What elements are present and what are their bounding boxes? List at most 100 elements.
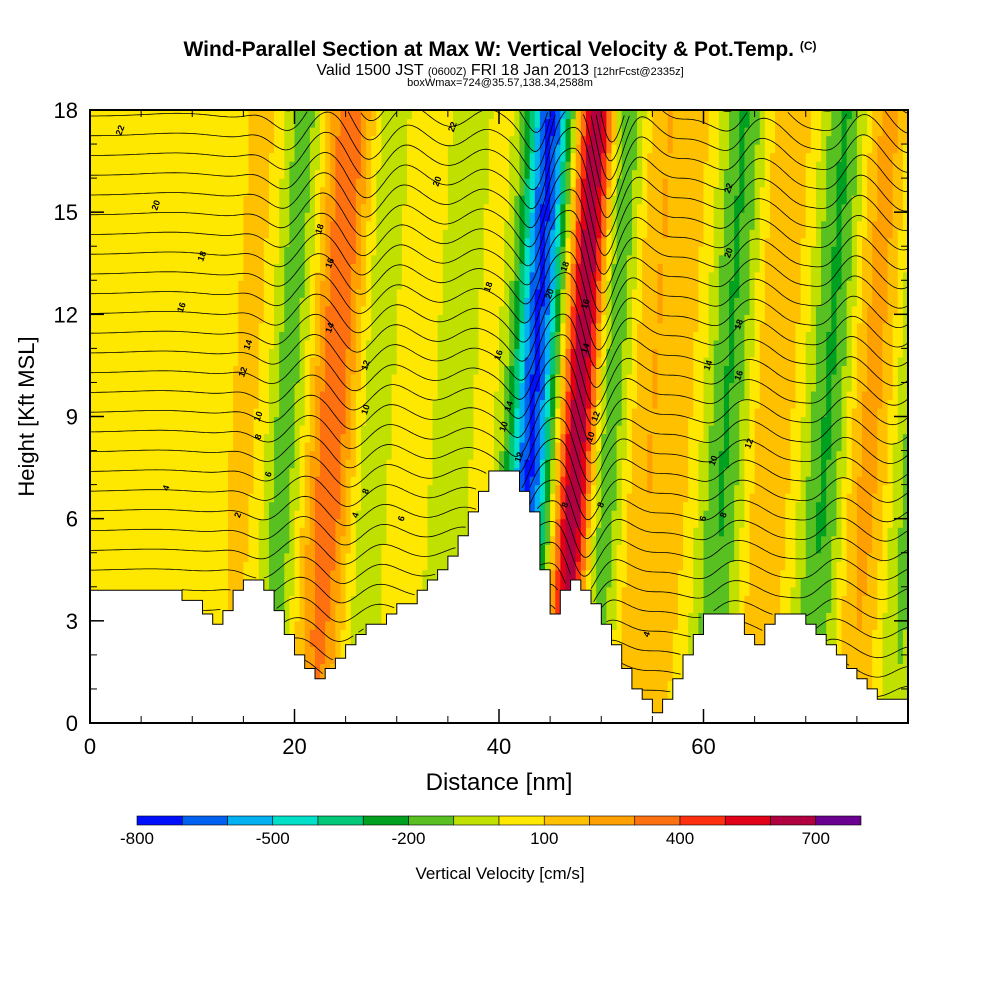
- velocity-cell: [335, 535, 342, 545]
- velocity-cell: [396, 467, 403, 477]
- velocity-cell: [652, 578, 659, 588]
- velocity-cell: [897, 595, 904, 605]
- velocity-cell: [764, 476, 771, 486]
- velocity-cell: [647, 629, 653, 639]
- velocity-cell: [360, 510, 367, 520]
- velocity-cell: [381, 544, 388, 554]
- velocity-cell: [447, 493, 454, 503]
- velocity-cell: [550, 484, 556, 494]
- velocity-cell: [320, 493, 326, 503]
- velocity-cell: [136, 467, 142, 477]
- velocity-cell: [197, 476, 204, 486]
- velocity-cell: [422, 561, 429, 571]
- velocity-cell: [575, 561, 582, 571]
- velocity-cell: [841, 501, 848, 511]
- velocity-cell: [412, 527, 418, 537]
- velocity-cell: [212, 578, 219, 588]
- velocity-cell: [350, 493, 357, 503]
- velocity-cell: [585, 493, 592, 503]
- velocity-cell: [197, 552, 204, 562]
- velocity-cell: [611, 527, 618, 537]
- velocity-cell: [734, 561, 740, 571]
- velocity-cell: [708, 459, 715, 469]
- velocity-cell: [662, 544, 669, 554]
- velocity-cell: [637, 484, 643, 494]
- velocity-cell: [325, 663, 331, 673]
- velocity-cell: [289, 544, 296, 554]
- velocity-cell: [565, 561, 572, 571]
- velocity-cell: [330, 663, 336, 673]
- velocity-cell: [90, 561, 96, 571]
- velocity-cell: [754, 578, 761, 588]
- velocity-cell: [217, 586, 224, 596]
- velocity-cell: [652, 484, 659, 494]
- velocity-cell: [626, 603, 633, 613]
- velocity-cell: [601, 510, 607, 520]
- velocity-cell: [693, 527, 699, 537]
- velocity-cell: [437, 493, 444, 503]
- velocity-cell: [831, 620, 838, 630]
- velocity-cell: [846, 493, 853, 503]
- velocity-cell: [560, 459, 567, 469]
- velocity-cell: [800, 586, 807, 596]
- velocity-cell: [555, 484, 561, 494]
- velocity-cell: [550, 493, 556, 503]
- velocity-cell: [130, 493, 137, 503]
- velocity-cell: [815, 544, 822, 554]
- velocity-cell: [785, 535, 792, 545]
- velocity-cell: [263, 467, 270, 477]
- velocity-cell: [463, 459, 469, 469]
- velocity-cell: [228, 569, 234, 579]
- velocity-cell: [744, 467, 751, 477]
- velocity-cell: [805, 510, 812, 520]
- velocity-cell: [376, 518, 383, 528]
- velocity-cell: [647, 578, 653, 588]
- velocity-cell: [524, 484, 531, 494]
- velocity-cell: [335, 569, 342, 579]
- velocity-cell: [320, 552, 326, 562]
- velocity-cell: [585, 459, 592, 469]
- velocity-cell: [785, 586, 792, 596]
- velocity-cell: [412, 535, 418, 545]
- velocity-cell: [166, 467, 173, 477]
- velocity-cell: [887, 646, 894, 656]
- velocity-cell: [463, 484, 469, 494]
- velocity-cell: [314, 569, 321, 579]
- velocity-cell: [406, 544, 413, 554]
- velocity-cell: [872, 680, 878, 690]
- velocity-cell: [775, 603, 781, 613]
- velocity-cell: [396, 595, 403, 605]
- velocity-cell: [601, 552, 607, 562]
- velocity-cell: [243, 484, 250, 494]
- velocity-cell: [156, 484, 163, 494]
- velocity-cell: [708, 535, 715, 545]
- velocity-cell: [872, 629, 878, 639]
- velocity-cell: [125, 552, 132, 562]
- velocity-cell: [785, 510, 792, 520]
- velocity-cell: [146, 501, 152, 511]
- velocity-cell: [580, 484, 587, 494]
- velocity-cell: [601, 586, 607, 596]
- velocity-cell: [320, 663, 326, 673]
- velocity-cell: [417, 467, 423, 477]
- velocity-cell: [637, 620, 643, 630]
- velocity-cell: [161, 484, 168, 494]
- velocity-cell: [151, 459, 158, 469]
- velocity-cell: [355, 467, 362, 477]
- velocity-cell: [156, 561, 163, 571]
- velocity-cell: [212, 493, 219, 503]
- velocity-cell: [95, 493, 101, 503]
- velocity-cell: [580, 535, 587, 545]
- velocity-cell: [253, 561, 260, 571]
- velocity-cell: [647, 501, 653, 511]
- velocity-cell: [729, 484, 735, 494]
- velocity-cell: [856, 612, 863, 622]
- velocity-cell: [299, 586, 306, 596]
- velocity-cell: [790, 493, 797, 503]
- velocity-cell: [734, 552, 740, 562]
- velocity-cell: [718, 569, 725, 579]
- velocity-cell: [197, 561, 204, 571]
- velocity-cell: [626, 476, 633, 486]
- velocity-cell: [151, 493, 158, 503]
- velocity-cell: [775, 578, 781, 588]
